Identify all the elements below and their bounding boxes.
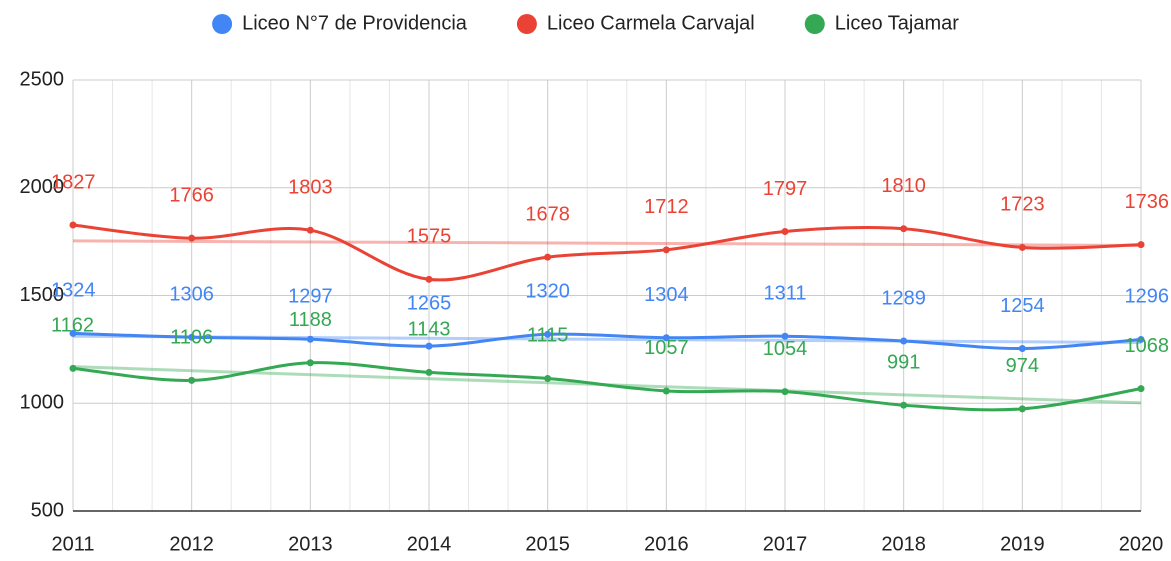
data-point xyxy=(306,359,314,367)
data-point xyxy=(900,337,908,345)
data-label: 1143 xyxy=(407,319,450,341)
data-label: 1736 xyxy=(1125,191,1170,213)
legend-marker xyxy=(212,14,233,34)
data-point xyxy=(900,401,908,409)
x-tick-label: 2014 xyxy=(407,533,452,555)
data-point xyxy=(1137,385,1145,393)
data-label: 1115 xyxy=(527,325,569,347)
data-point xyxy=(900,225,908,233)
data-point xyxy=(781,332,789,340)
data-label: 1306 xyxy=(169,284,214,306)
data-point xyxy=(425,368,433,376)
data-label: 1106 xyxy=(170,327,213,349)
x-tick-label: 2015 xyxy=(525,533,570,555)
series-line xyxy=(72,331,1142,351)
legend-label: Liceo Tajamar xyxy=(835,12,959,34)
x-tick-label: 2020 xyxy=(1119,533,1164,555)
data-label: 1324 xyxy=(51,280,96,302)
data-point xyxy=(306,226,314,234)
data-point xyxy=(188,376,196,384)
y-tick-label: 1000 xyxy=(20,392,65,414)
data-label: 1766 xyxy=(169,184,214,206)
data-label: 1289 xyxy=(881,287,926,309)
legend-marker xyxy=(516,14,537,34)
y-tick-label: 2000 xyxy=(20,176,65,198)
data-point xyxy=(69,329,77,337)
data-point xyxy=(662,334,670,342)
x-tick-label: 2017 xyxy=(763,533,808,555)
data-point xyxy=(781,227,789,235)
legend-label: Liceo N°7 de Providencia xyxy=(242,12,468,34)
data-point xyxy=(425,275,433,283)
data-label: 1678 xyxy=(525,203,570,225)
x-tick-label: 2018 xyxy=(881,533,926,555)
data-point xyxy=(69,364,77,372)
data-point xyxy=(188,234,196,242)
x-tick-label: 2016 xyxy=(644,533,689,555)
data-point xyxy=(69,221,77,229)
data-point xyxy=(425,342,433,350)
data-label: 1712 xyxy=(644,196,689,218)
data-label: 991 xyxy=(887,351,920,373)
data-label: 1057 xyxy=(644,337,689,359)
x-tick-label: 2013 xyxy=(288,533,333,555)
series-line xyxy=(72,223,1142,282)
series-line xyxy=(72,361,1142,412)
legend-label: Liceo Carmela Carvajal xyxy=(547,12,755,34)
x-tick-label: 2011 xyxy=(51,533,94,555)
data-point xyxy=(1018,405,1026,413)
data-label: 1723 xyxy=(1000,194,1045,216)
data-point xyxy=(544,330,552,338)
data-point xyxy=(1018,243,1026,251)
data-label: 1297 xyxy=(288,286,333,308)
y-tick-label: 2500 xyxy=(20,68,65,90)
data-label: 974 xyxy=(1006,355,1039,377)
data-label: 1810 xyxy=(881,175,926,197)
data-label: 1803 xyxy=(288,176,333,198)
y-tick-label: 500 xyxy=(31,499,64,521)
data-label: 1320 xyxy=(525,281,570,303)
data-label: 1265 xyxy=(407,292,452,314)
data-point xyxy=(306,335,314,343)
data-label: 1068 xyxy=(1125,335,1170,357)
y-tick-label: 1500 xyxy=(20,284,65,306)
data-label: 1254 xyxy=(1000,295,1045,317)
x-tick-label: 2019 xyxy=(1000,533,1045,555)
data-point xyxy=(662,246,670,254)
data-point xyxy=(1137,241,1145,249)
data-point xyxy=(781,388,789,396)
data-point xyxy=(1137,335,1145,343)
data-point xyxy=(544,253,552,261)
data-label: 1162 xyxy=(51,315,94,337)
data-label: 1188 xyxy=(289,309,332,331)
data-label: 1296 xyxy=(1125,286,1170,308)
data-label: 1827 xyxy=(51,171,96,193)
data-point xyxy=(544,374,552,382)
data-label: 1054 xyxy=(763,338,808,360)
data-label: 1311 xyxy=(763,283,806,305)
data-point xyxy=(188,333,196,341)
trendline xyxy=(72,239,1142,247)
legend-marker xyxy=(804,14,825,34)
x-tick-label: 2012 xyxy=(169,533,214,555)
data-label: 1575 xyxy=(407,226,452,248)
data-point xyxy=(1018,345,1026,353)
data-point xyxy=(662,387,670,395)
data-label: 1304 xyxy=(644,284,689,306)
data-label: 1797 xyxy=(763,178,808,200)
